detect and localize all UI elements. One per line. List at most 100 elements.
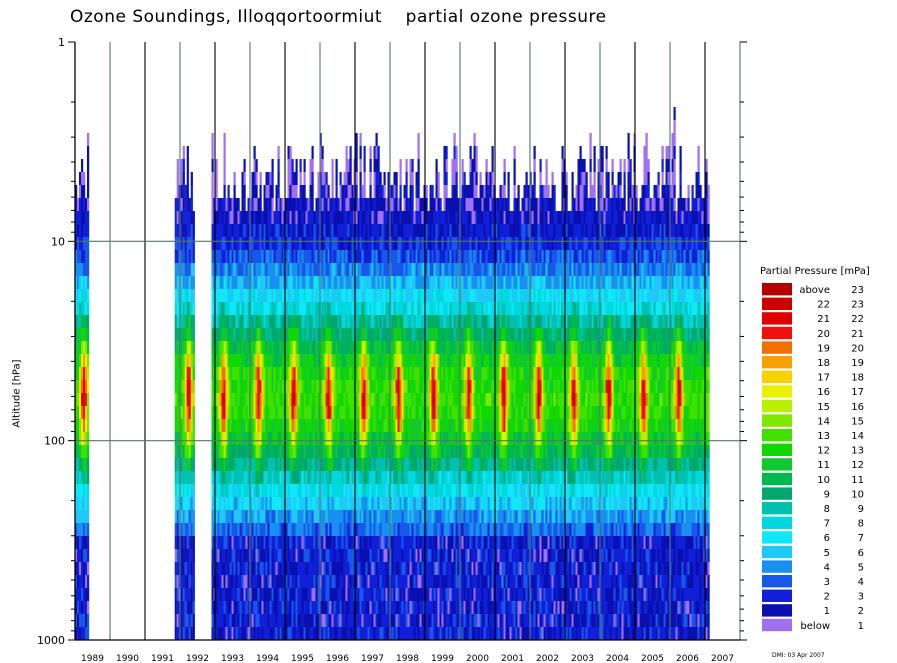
heatmap-cell [211, 627, 214, 641]
heatmap-cell [409, 614, 412, 628]
heatmap-cell [79, 250, 82, 264]
heatmap-cell [433, 510, 436, 524]
heatmap-cell [307, 601, 310, 615]
heatmap-cell [257, 432, 260, 446]
heatmap-cell [435, 562, 438, 576]
heatmap-cell [425, 549, 428, 563]
heatmap-cell [285, 211, 288, 225]
heatmap-cell [184, 458, 187, 472]
heatmap-cell [427, 367, 430, 381]
heatmap-cell [229, 380, 232, 394]
heatmap-cell [180, 302, 183, 316]
heatmap-cell [429, 471, 432, 485]
heatmap-cell [349, 497, 352, 511]
heatmap-cell [321, 224, 324, 238]
heatmap-cell [327, 354, 330, 368]
heatmap-cell [351, 198, 354, 212]
heatmap-cell [237, 601, 240, 615]
heatmap-cell [359, 328, 362, 342]
heatmap-cell [243, 575, 246, 589]
heatmap-cell [355, 393, 358, 407]
heatmap-cell [381, 393, 384, 407]
heatmap-cell [225, 562, 228, 576]
heatmap-cell [359, 367, 362, 381]
heatmap-cell [239, 263, 242, 277]
heatmap-cell [279, 471, 282, 485]
heatmap-cell [281, 549, 284, 563]
heatmap-cell [231, 393, 234, 407]
heatmap-cell [263, 419, 266, 433]
heatmap-cell [303, 627, 306, 641]
heatmap-cell [77, 354, 80, 368]
heatmap-cell [359, 406, 362, 420]
heatmap-cell [391, 211, 394, 225]
heatmap-cell [87, 510, 90, 524]
heatmap-cell [299, 172, 302, 186]
heatmap-cell [269, 341, 272, 355]
heatmap-cell [387, 432, 390, 446]
heatmap-cell [251, 536, 254, 550]
heatmap-cell [405, 484, 408, 498]
heatmap-cell [417, 198, 420, 212]
heatmap-cell [182, 263, 185, 277]
heatmap-cell [309, 627, 312, 641]
heatmap-cell [409, 406, 412, 420]
heatmap-cell [445, 172, 448, 186]
heatmap-cell [403, 380, 406, 394]
heatmap-cell [331, 575, 334, 589]
heatmap-cell [174, 432, 177, 446]
heatmap-cell [245, 562, 248, 576]
heatmap-cell [313, 380, 316, 394]
heatmap-cell [257, 484, 260, 498]
heatmap-cell [190, 198, 193, 212]
heatmap-cell [445, 380, 448, 394]
heatmap-cell [413, 263, 416, 277]
heatmap-cell [317, 380, 320, 394]
heatmap-cell [231, 250, 234, 264]
heatmap-cell [387, 263, 390, 277]
heatmap-cell [323, 562, 326, 576]
heatmap-cell [329, 237, 332, 251]
heatmap-cell [401, 471, 404, 485]
heatmap-cell [433, 341, 436, 355]
heatmap-cell [443, 289, 446, 303]
heatmap-cell [299, 237, 302, 251]
heatmap-cell [259, 237, 262, 251]
heatmap-cell [389, 471, 392, 485]
heatmap-cell [299, 263, 302, 277]
heatmap-cell [389, 627, 392, 641]
heatmap-cell [265, 458, 268, 472]
heatmap-cell [417, 211, 420, 225]
sounding-column [373, 146, 376, 641]
heatmap-cell [237, 484, 240, 498]
heatmap-cell [405, 354, 408, 368]
heatmap-cell [315, 367, 318, 381]
heatmap-cell [429, 380, 432, 394]
heatmap-cell [217, 250, 220, 264]
heatmap-cell [245, 432, 248, 446]
heatmap-cell [221, 575, 224, 589]
heatmap-cell [180, 367, 183, 381]
heatmap-cell [401, 250, 404, 264]
heatmap-cell [441, 562, 444, 576]
heatmap-cell [415, 263, 418, 277]
heatmap-cell [425, 250, 428, 264]
heatmap-cell [437, 380, 440, 394]
heatmap-cell [295, 614, 298, 628]
heatmap-cell [315, 549, 318, 563]
heatmap-cell [413, 289, 416, 303]
heatmap-cell [287, 471, 290, 485]
heatmap-cell [243, 224, 246, 238]
heatmap-cell [339, 497, 342, 511]
heatmap-cell [361, 367, 364, 381]
heatmap-cell [251, 614, 254, 628]
heatmap-cell [215, 224, 218, 238]
heatmap-cell [233, 484, 236, 498]
heatmap-cell [393, 302, 396, 316]
heatmap-cell [289, 523, 292, 537]
heatmap-cell [365, 354, 368, 368]
heatmap-cell [271, 211, 274, 225]
heatmap-cell [339, 224, 342, 238]
heatmap-cell [443, 445, 446, 459]
heatmap-cell [245, 601, 248, 615]
